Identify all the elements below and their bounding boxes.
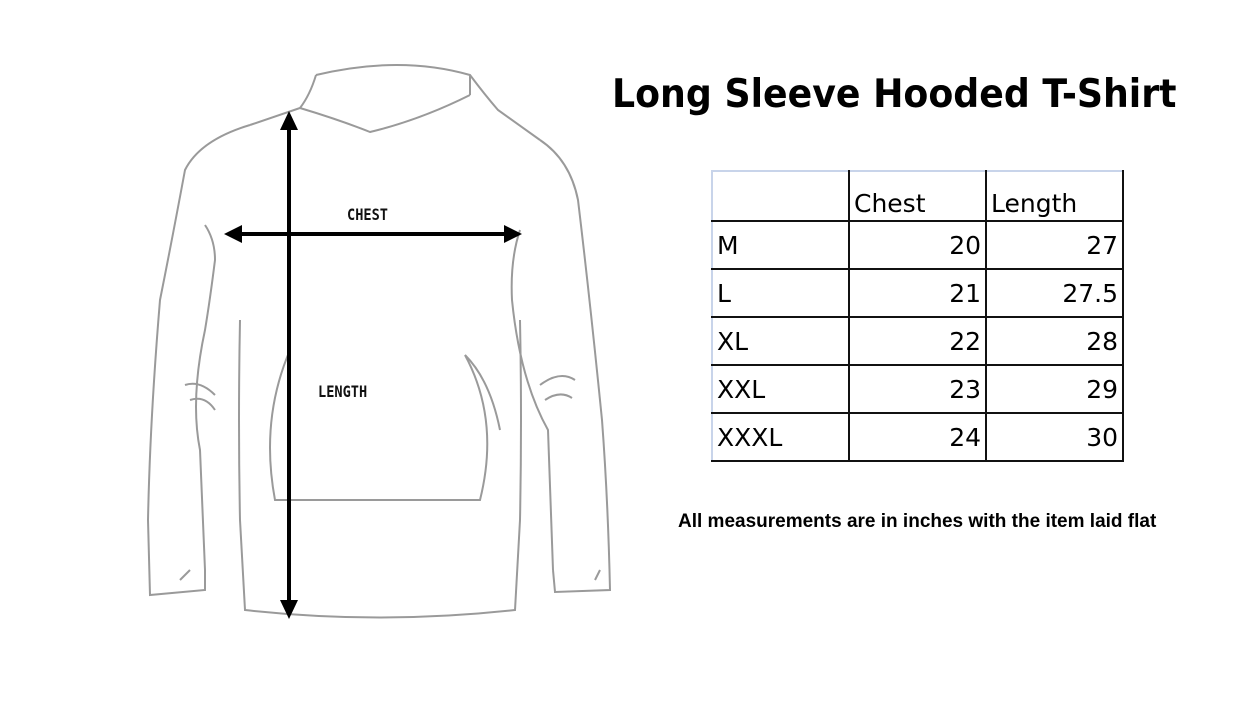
size-table: Chest Length M 20 27 L 21 27.5 XL 22 28 … (711, 170, 1124, 462)
size-cell: XXL (711, 364, 850, 414)
table-row: XXXL 24 30 (711, 412, 1124, 462)
hoodie-outline-illustration (146, 64, 612, 619)
length-label: LENGTH (318, 382, 368, 401)
table-row: M 20 27 (711, 220, 1124, 270)
table-row: L 21 27.5 (711, 268, 1124, 318)
size-cell: XXXL (711, 412, 850, 462)
length-arrow-top-head (280, 111, 298, 130)
header-cell-chest: Chest (848, 170, 987, 222)
length-cell: 30 (985, 412, 1124, 462)
chest-cell: 22 (848, 316, 987, 366)
chest-arrow-right-head (504, 225, 522, 243)
chest-arrow-left-head (224, 225, 242, 243)
chest-cell: 20 (848, 220, 987, 270)
length-cell: 27 (985, 220, 1124, 270)
length-arrow-bottom-head (280, 600, 298, 619)
length-cell: 29 (985, 364, 1124, 414)
hoodie-outline (146, 64, 612, 619)
chest-label: CHEST (347, 205, 388, 224)
page-title: Long Sleeve Hooded T-Shirt (612, 72, 1177, 117)
header-cell-length: Length (985, 170, 1124, 222)
table-row: XXL 23 29 (711, 364, 1124, 414)
size-cell: L (711, 268, 850, 318)
table-header-row: Chest Length (711, 170, 1124, 222)
measurement-arrows (224, 111, 522, 619)
length-cell: 27.5 (985, 268, 1124, 318)
chest-cell: 24 (848, 412, 987, 462)
table-row: XL 22 28 (711, 316, 1124, 366)
chest-cell: 23 (848, 364, 987, 414)
measurement-note: All measurements are in inches with the … (678, 511, 1157, 532)
size-cell: XL (711, 316, 850, 366)
length-cell: 28 (985, 316, 1124, 366)
header-cell-size (711, 170, 850, 222)
size-cell: M (711, 220, 850, 270)
chest-cell: 21 (848, 268, 987, 318)
